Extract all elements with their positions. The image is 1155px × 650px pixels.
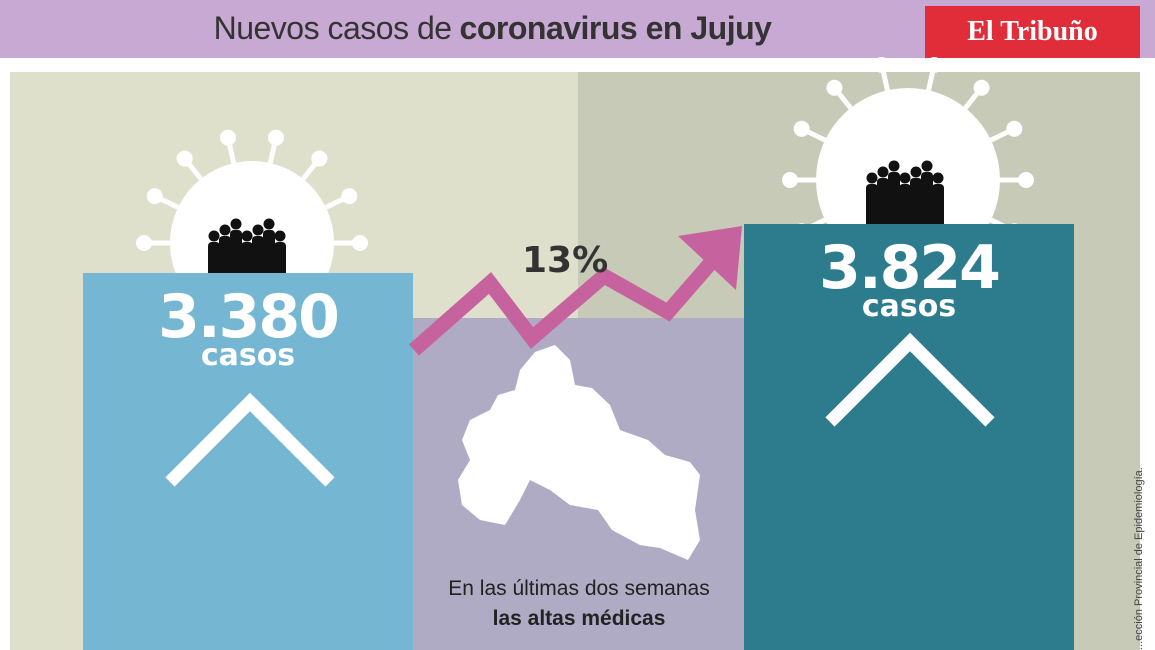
trend-arrow-head [678,226,742,290]
chevron-up-icon-right [825,332,995,427]
change-percent: 13% [522,240,609,281]
jujuy-map-icon [458,345,700,560]
brand-logo: El Tribuño [925,6,1140,58]
bar-3824: 3.824 casos [744,224,1074,650]
note-text: En las últimas dos semanas las altas méd… [420,575,738,635]
note-line-1: En las últimas dos semanas [448,577,710,600]
page-title: Nuevos casos de coronavirus en Jujuy [0,8,1155,48]
bar-value-label: 3.824 [819,233,1001,303]
bar-unit-label: casos [861,289,957,324]
title-bold: coronavirus en Jujuy [459,9,772,46]
chevron-up-icon-left [165,392,335,487]
bar-value-label: 3.380 [158,282,340,352]
bar-3380: 3.380 casos [83,273,413,650]
note-line-2: las altas médicas [492,607,666,630]
trend-arrow-line [409,245,728,356]
bar-unit-label: casos [200,338,296,373]
source-credit: ...ección Provincial de Epidemiología. [1133,467,1145,650]
title-prefix: Nuevos casos de [213,9,452,46]
